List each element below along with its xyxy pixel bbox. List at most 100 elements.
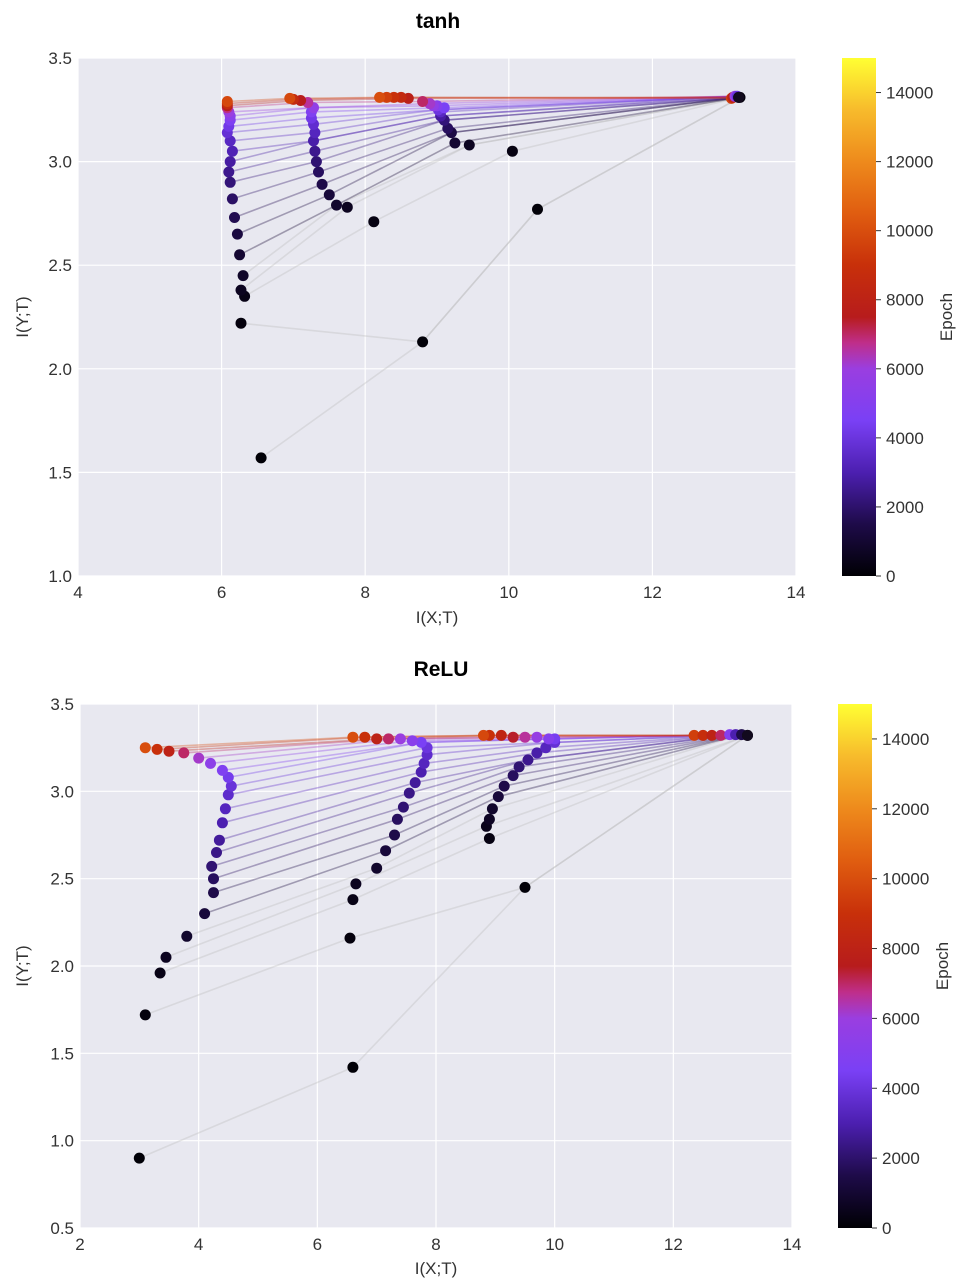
data-point: [478, 729, 489, 741]
data-point: [208, 873, 219, 885]
data-point: [403, 787, 415, 799]
colorbar-tick-label: 0: [886, 567, 895, 586]
data-point: [359, 731, 371, 743]
epoch-connection-line: [228, 96, 739, 173]
data-point: [229, 212, 240, 223]
data-point: [219, 803, 231, 815]
data-point: [225, 780, 237, 792]
data-point: [216, 764, 228, 776]
x-tick-label: 10: [545, 1235, 564, 1254]
colorbar-tick-label: 2000: [886, 498, 924, 517]
data-point: [463, 139, 475, 151]
y-tick-label: 3.0: [50, 782, 74, 801]
x-axis-label: I(X;T): [415, 1259, 458, 1278]
data-point: [226, 193, 238, 205]
data-point: [507, 770, 519, 782]
y-axis-label: I(Y;T): [13, 296, 32, 337]
data-point: [224, 176, 236, 188]
data-point: [284, 92, 296, 104]
data-point: [415, 766, 427, 778]
y-tick-label: 0.5: [50, 1219, 74, 1238]
x-tick-label: 6: [217, 583, 226, 602]
x-tick-label: 12: [664, 1235, 683, 1254]
x-tick-label: 4: [194, 1235, 203, 1254]
data-point: [193, 752, 205, 764]
x-tick-label: 2: [75, 1235, 84, 1254]
data-point: [234, 249, 246, 261]
data-point: [154, 967, 166, 979]
data-point: [519, 881, 531, 893]
colorbar-tick-label: 4000: [886, 429, 924, 448]
data-point: [498, 780, 510, 792]
data-point: [235, 284, 247, 296]
data-point: [522, 754, 534, 766]
data-point: [371, 733, 383, 745]
data-point: [492, 791, 504, 803]
colorbar: 0 2000 4000 6000 8000 10000 12000 14000 Epoch: [838, 704, 952, 1238]
data-point: [347, 731, 359, 743]
y-tick-label: 3.5: [50, 695, 74, 714]
data-point: [394, 733, 406, 745]
chart-title: ReLU: [414, 658, 469, 681]
chart-title: tanh: [416, 10, 460, 33]
data-point: [235, 317, 247, 329]
data-point: [331, 199, 342, 211]
grid: [79, 703, 793, 1229]
colorbar-tick-label: 6000: [882, 1009, 920, 1028]
data-point: [706, 729, 718, 741]
x-tick-label: 6: [313, 1235, 322, 1254]
y-tick-label: 2.0: [50, 957, 74, 976]
colorbar-tick-label: 6000: [886, 360, 924, 379]
data-point: [310, 156, 322, 168]
x-tick-labels: 4 6 8 10 12 14: [73, 583, 805, 602]
y-tick-labels: 0.5 1.0 1.5 2.0 2.5 3.0 3.5: [50, 695, 74, 1238]
data-point: [507, 731, 519, 743]
data-point: [221, 96, 233, 107]
data-point: [495, 729, 507, 741]
data-point: [397, 801, 409, 813]
data-point: [151, 743, 163, 755]
y-tick-label: 2.5: [50, 870, 74, 889]
epoch-connection-line: [237, 96, 739, 235]
data-point: [199, 908, 211, 920]
y-tick-label: 1.5: [48, 463, 72, 482]
data-point: [519, 731, 531, 743]
data-point: [222, 789, 234, 801]
x-tick-label: 8: [360, 583, 369, 602]
x-tick-label: 14: [787, 583, 806, 602]
input-layer-point: [742, 729, 753, 741]
data-point: [226, 145, 238, 157]
data-point: [347, 1061, 359, 1073]
data-point: [531, 747, 543, 759]
grid: [77, 57, 797, 577]
data-point: [313, 166, 324, 178]
colorbar-tick-labels: 0 2000 4000 6000 8000 10000 12000 14000: [876, 84, 933, 586]
data-point: [368, 216, 380, 228]
data-point: [216, 817, 228, 829]
data-point: [213, 834, 225, 846]
data-point: [231, 228, 243, 240]
data-point: [255, 452, 267, 464]
colorbar: 0 2000 4000 6000 8000 10000 12000 14000 Epoch: [842, 58, 956, 586]
data-points: [221, 90, 746, 464]
y-tick-labels: 1.0 1.5 2.0 2.5 3.0 3.5: [48, 49, 72, 586]
data-point: [383, 733, 394, 745]
data-point: [133, 1152, 145, 1164]
epoch-connection-line: [232, 96, 739, 200]
data-point: [531, 731, 543, 743]
relu-panel: ReLU 2 4 6 8 10 12 14 0.5 1.0 1.5 2.0 2.5 3.0 3.5 I(…: [13, 658, 952, 1278]
tanh-panel: tanh 4 6 8 10 12 14 1.0 1.5 2.0 2.5 3.0 3.5 I(X;T)…: [13, 10, 956, 627]
data-point: [540, 742, 552, 754]
x-tick-label: 14: [783, 1235, 802, 1254]
data-point: [483, 833, 495, 844]
data-point: [178, 747, 190, 759]
colorbar-tick-label: 12000: [886, 153, 933, 172]
data-point: [380, 845, 392, 857]
x-tick-labels: 2 4 6 8 10 12 14: [75, 1235, 801, 1254]
data-point: [688, 729, 700, 741]
data-point: [415, 736, 427, 748]
colorbar-tick-label: 4000: [882, 1079, 920, 1098]
colorbar-tick-label: 10000: [886, 222, 933, 241]
colorbar-gradient: [842, 58, 876, 576]
